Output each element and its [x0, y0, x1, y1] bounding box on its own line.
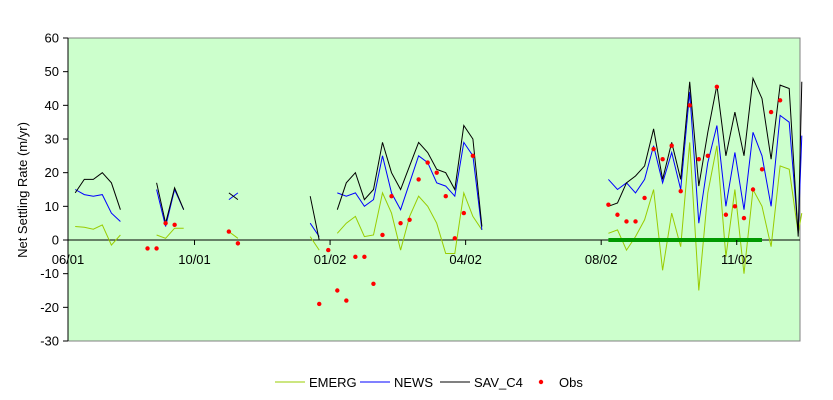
obs-point	[723, 212, 729, 217]
series-line-sav_c4	[74, 76, 803, 241]
series-layer	[74, 76, 803, 307]
legend-label: SAV_C4	[474, 375, 523, 390]
obs-point	[154, 246, 159, 251]
y-axis: -30 -20 -10 0 10 20 30 40 50 60	[40, 31, 69, 349]
legend-label: EMERG	[309, 375, 357, 390]
obs-point	[759, 167, 765, 172]
obs-point	[398, 220, 403, 226]
plot-area	[67, 37, 801, 342]
obs-point	[145, 246, 150, 251]
x-tick-label: 08/02	[585, 252, 618, 267]
y-tick-label: 40	[45, 98, 59, 113]
obs-point	[741, 215, 747, 221]
x-tick-label: 11/02	[721, 252, 753, 267]
obs-point	[389, 194, 394, 199]
x-tick-label: 01/02	[314, 252, 347, 267]
obs-point	[226, 229, 232, 234]
legend-item-sav_c4: SAV_C4	[440, 375, 523, 390]
x-tick-label: 06/01	[52, 252, 85, 267]
obs-point	[777, 98, 783, 103]
y-tick-label: 60	[45, 31, 59, 46]
obs-point	[696, 157, 701, 162]
obs-point	[335, 288, 340, 293]
obs-point	[669, 143, 674, 148]
obs-point	[660, 157, 665, 162]
obs-point	[642, 195, 647, 201]
y-tick-label: 0	[52, 233, 59, 248]
obs-point	[470, 153, 476, 159]
obs-point	[362, 254, 367, 260]
legend-item-emerg: EMERG	[275, 375, 357, 390]
obs-point	[461, 210, 467, 216]
obs-point	[705, 153, 711, 159]
obs-point	[687, 103, 692, 108]
y-tick-label: 30	[45, 132, 59, 147]
y-tick-label: 50	[45, 64, 59, 79]
obs-point	[606, 202, 611, 207]
obs-point	[732, 204, 738, 209]
obs-point	[344, 298, 349, 303]
obs-point	[768, 109, 774, 115]
y-tick-label: 20	[45, 165, 59, 180]
obs-point	[407, 217, 412, 222]
legend-item-obs: Obs	[538, 375, 583, 390]
obs-point	[651, 146, 656, 152]
obs-point	[416, 177, 421, 182]
obs-point	[750, 187, 756, 192]
x-axis: 06/01 10/01 01/02 04/02 08/02 11/02	[52, 240, 753, 267]
obs-point	[235, 241, 241, 246]
obs-point	[452, 236, 457, 241]
obs-point	[353, 254, 358, 260]
obs-point	[434, 170, 439, 175]
obs-point	[678, 188, 683, 194]
y-tick-label: -30	[40, 334, 59, 349]
obs-point	[172, 222, 177, 228]
legend: EMERG NEWS SAV_C4 Obs	[275, 375, 583, 390]
y-tick-label: -10	[40, 266, 59, 281]
obs-point	[380, 232, 385, 238]
obs-point	[163, 220, 168, 226]
obs-point	[714, 84, 720, 90]
y-tick-label: 10	[45, 199, 59, 214]
obs-point	[615, 212, 620, 217]
obs-point	[633, 219, 638, 224]
obs-point	[425, 160, 430, 165]
obs-point	[443, 194, 448, 199]
x-tick-label: 10/01	[178, 252, 211, 267]
series-line-emerg	[75, 142, 803, 291]
obs-point	[326, 247, 331, 253]
obs-point	[624, 219, 629, 224]
obs-point	[317, 301, 322, 307]
obs-point	[371, 281, 376, 286]
legend-item-news: NEWS	[360, 375, 433, 390]
x-tick-label: 04/02	[449, 252, 482, 267]
legend-marker	[538, 379, 544, 385]
legend-label: Obs	[559, 375, 583, 390]
legend-label: NEWS	[394, 375, 433, 390]
y-axis-label: Net Settling Rate (m/yr)	[15, 122, 30, 258]
y-tick-label: -20	[40, 300, 59, 315]
